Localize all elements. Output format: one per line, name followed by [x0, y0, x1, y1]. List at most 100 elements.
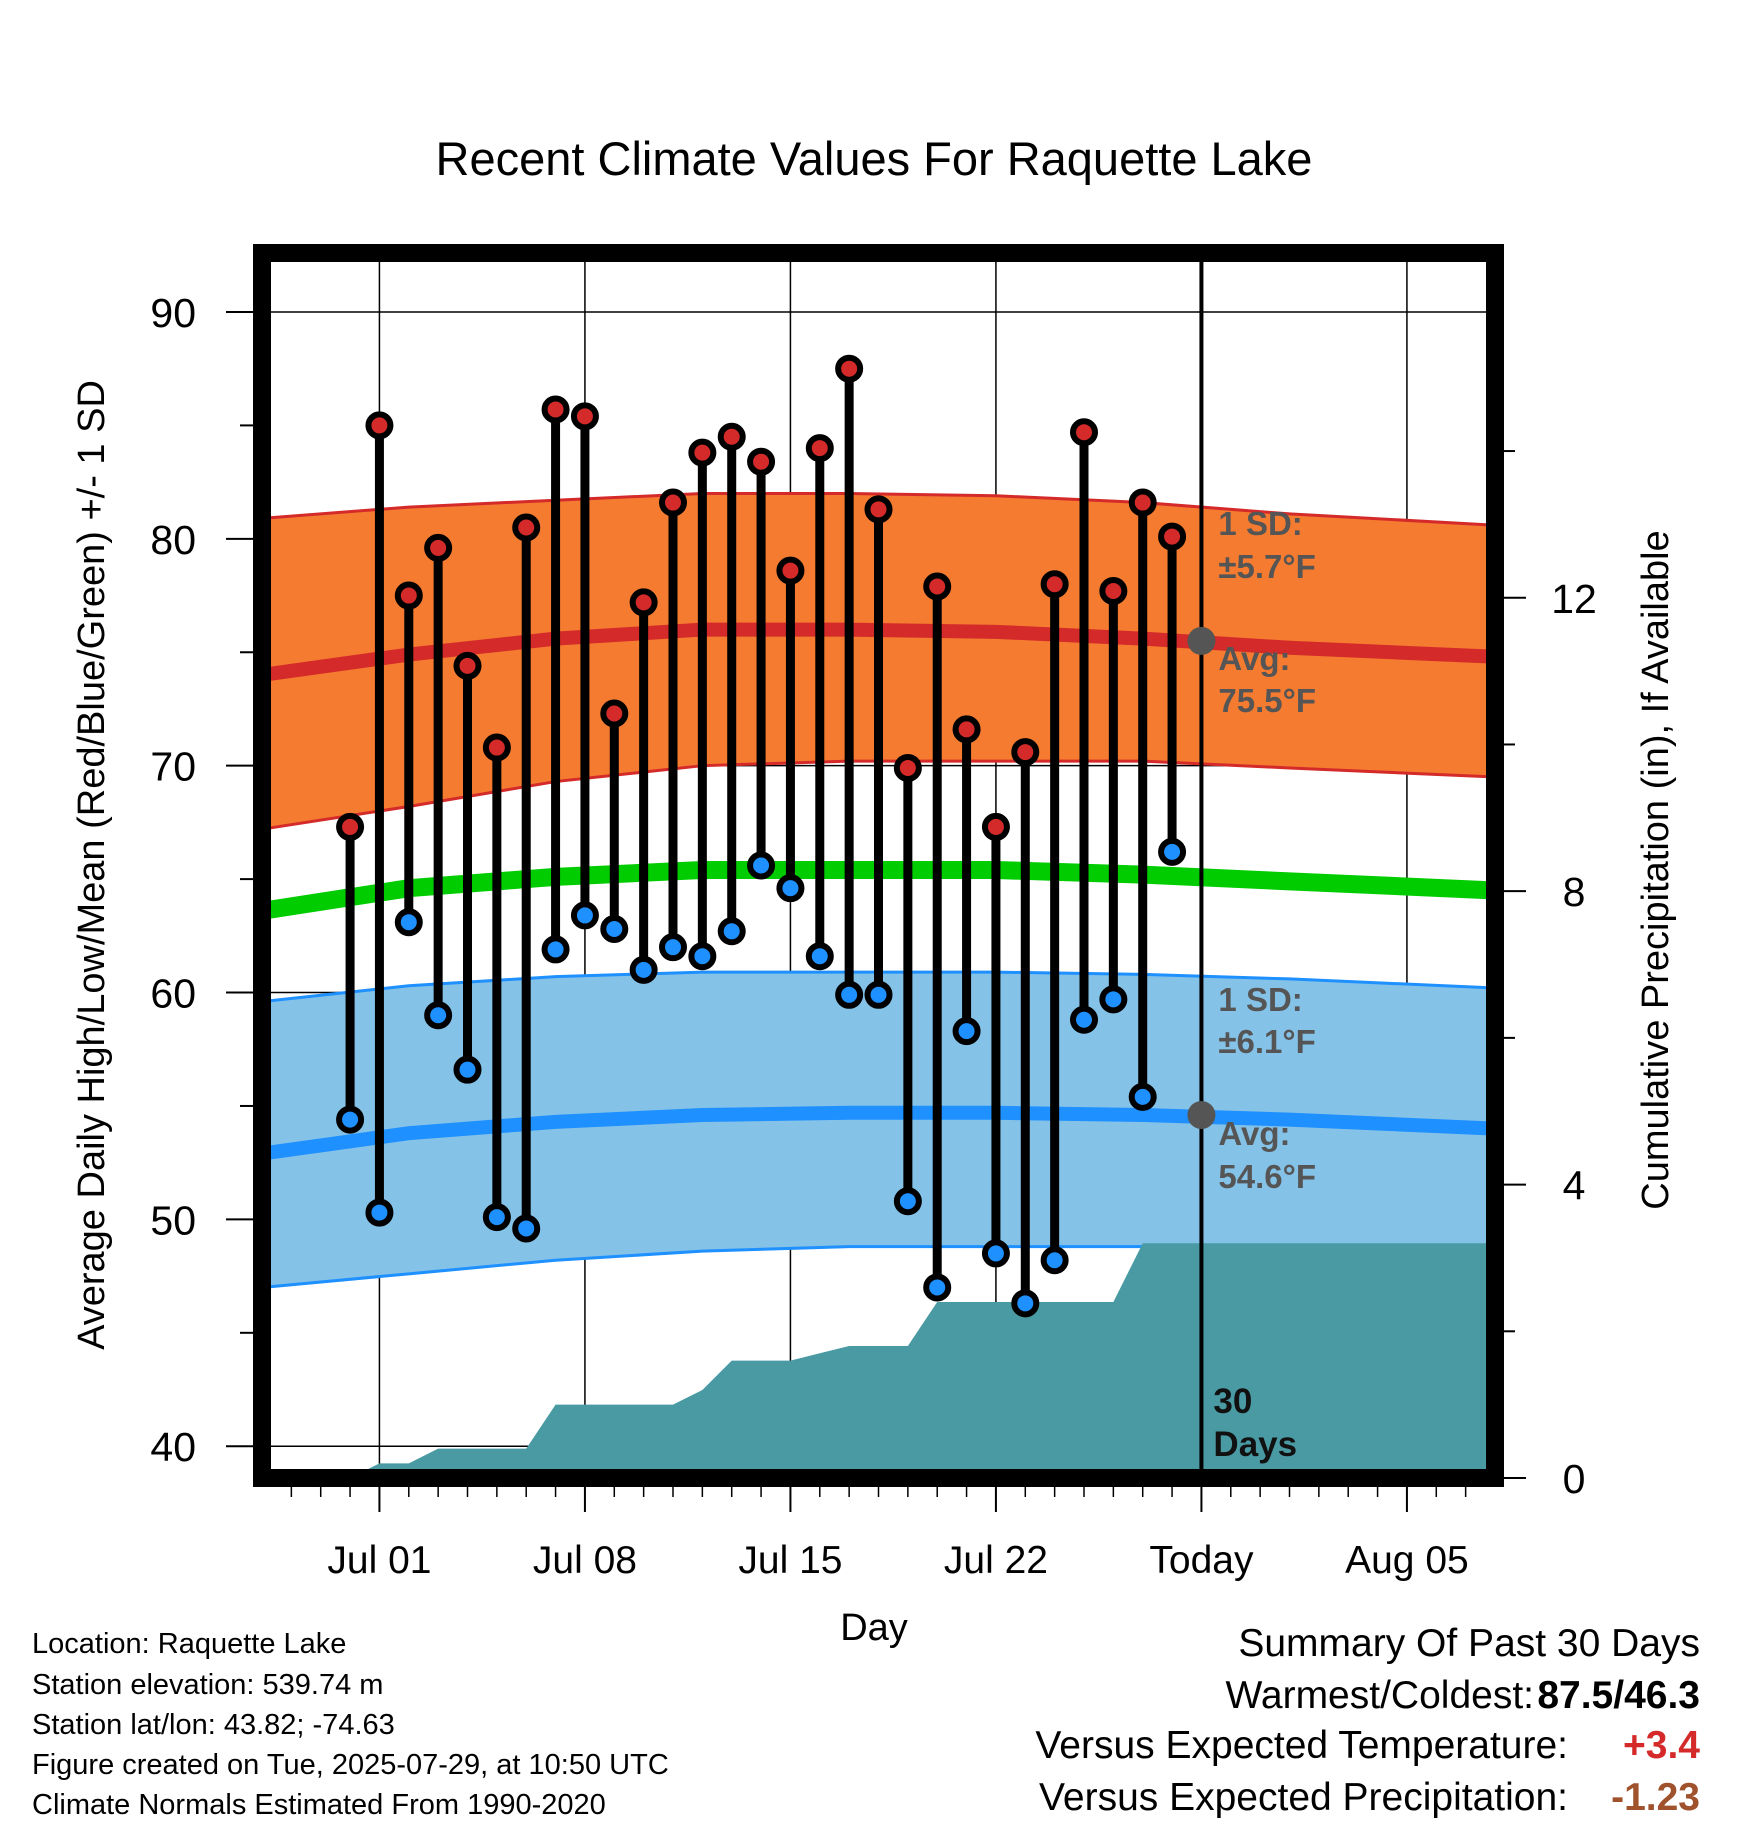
info-created: Figure created on Tue, 2025-07-29, at 10…: [32, 1749, 669, 1781]
summary-temp-label: Versus Expected Temperature:: [1035, 1724, 1568, 1767]
y-axis-label: Average Daily High/Low/Mean (Red/Blue/Gr…: [71, 380, 113, 1350]
daily-low-point: [1040, 1246, 1069, 1275]
y-tick-label: 40: [150, 1424, 196, 1470]
daily-high-point: [981, 812, 1010, 841]
high-avg-value: 75.5°F: [1218, 682, 1316, 719]
info-elevation: Station elevation: 539.74 m: [32, 1669, 384, 1701]
daily-high-point: [805, 434, 834, 463]
daily-low-point: [864, 980, 893, 1009]
info-latlon: Station lat/lon: 43.82; -74.63: [32, 1709, 395, 1741]
daily-high-point: [570, 402, 599, 431]
daily-low-point: [1011, 1289, 1040, 1318]
low-sd-label: 1 SD:: [1218, 981, 1302, 1018]
daily-low-point: [893, 1187, 922, 1216]
summary-precip-value: -1.23: [1611, 1776, 1700, 1819]
daily-low-point: [952, 1017, 981, 1046]
daily-high-point: [1128, 488, 1157, 517]
summary-warm-cold-value: 87.5/46.3: [1537, 1674, 1700, 1717]
daily-low-point: [805, 942, 834, 971]
daily-high-point: [1070, 418, 1098, 447]
daily-high-point: [776, 556, 805, 585]
daily-low-point: [600, 915, 629, 944]
daily-low-point: [717, 917, 746, 946]
plot-area: 1 SD: ±5.7°F Avg: 75.5°F 1 SD: ±6.1°F Avg: 54.6…: [260, 253, 1496, 1478]
low-average-marker: [1187, 1101, 1216, 1130]
summary-title: Summary Of Past 30 Days: [1238, 1622, 1700, 1665]
daily-high-point: [600, 699, 629, 728]
y-right-tick-label: 12: [1551, 576, 1597, 622]
daily-low-point: [424, 1001, 453, 1030]
x-tick-label: Jul 08: [533, 1539, 637, 1582]
x-tick-label: Aug 05: [1345, 1539, 1469, 1582]
x-tick-label: Jul 01: [327, 1539, 431, 1582]
x-tick-label: Jul 15: [738, 1539, 842, 1582]
summary-precip-label: Versus Expected Precipitation:: [1039, 1776, 1568, 1819]
info-location: Location: Raquette Lake: [32, 1628, 347, 1660]
annotations: 1 SD: ±5.7°F Avg: 75.5°F 1 SD: ±6.1°F Avg: 54.6…: [1187, 505, 1316, 1464]
daily-low-point: [482, 1203, 511, 1232]
daily-high-point: [688, 438, 717, 467]
daily-high-point: [952, 715, 981, 744]
summary-warm-cold-label: Warmest/Coldest:: [1225, 1674, 1534, 1717]
daily-low-point: [688, 942, 717, 971]
daily-low-point: [923, 1273, 952, 1302]
daily-high-point: [747, 447, 776, 476]
axes: 40 50 60 70 80 90 0 4 8 12 Jul 01 Jul 08 Jul 15 Jul 2…: [150, 290, 1596, 1582]
y-axis-label-right: Cumulative Precipitation (in), If Availa…: [1635, 530, 1677, 1209]
observations: [336, 354, 1187, 1318]
daily-low-point: [747, 851, 776, 880]
y-tick-label: 90: [150, 290, 196, 336]
daily-low-point: [512, 1214, 541, 1243]
daily-low-point: [365, 1198, 394, 1227]
high-avg-label: Avg:: [1218, 640, 1290, 677]
daily-high-point: [659, 488, 687, 517]
daily-low-point: [394, 908, 423, 937]
y-tick-label: 60: [150, 971, 196, 1017]
daily-high-point: [453, 651, 482, 680]
precipitation-fill: [262, 1243, 1495, 1478]
y-tick-label: 50: [150, 1197, 196, 1243]
low-average-line: [261, 1105, 1496, 1161]
daily-high-point: [835, 354, 864, 383]
low-avg-label: Avg:: [1218, 1115, 1290, 1152]
y-right-tick-label: 0: [1563, 1456, 1586, 1502]
daily-high-point: [394, 581, 423, 610]
plot-frame: [253, 244, 1504, 1487]
daily-low-point: [1099, 985, 1128, 1014]
daily-high-point: [1099, 577, 1128, 606]
daily-high-point: [1158, 522, 1187, 551]
x-axis-label: Day: [840, 1607, 908, 1649]
daily-high-point: [365, 411, 394, 440]
daily-low-point: [981, 1239, 1010, 1268]
daily-high-point: [512, 513, 541, 542]
daily-high-point: [893, 753, 922, 782]
daily-low-point: [1070, 1005, 1098, 1034]
daily-high-point: [717, 422, 746, 451]
daily-high-point: [923, 572, 952, 601]
y-tick-label: 70: [150, 744, 196, 790]
daily-high-point: [541, 395, 570, 424]
daily-high-point: [864, 495, 893, 524]
precipitation-area: [262, 1243, 1495, 1478]
low-avg-value: 54.6°F: [1218, 1158, 1316, 1195]
daily-high-point: [1011, 738, 1040, 767]
daily-high-point: [1040, 570, 1069, 599]
x-tick-label: Jul 22: [944, 1539, 1048, 1582]
chart-title: Recent Climate Values For Raquette Lake: [436, 132, 1313, 185]
period-number-label: 30: [1213, 1382, 1252, 1421]
high-sd-value: ±5.7°F: [1218, 548, 1315, 585]
y-right-tick-label: 8: [1563, 869, 1586, 915]
y-right-tick-label: 4: [1563, 1163, 1586, 1209]
low-sd-band: [262, 972, 1495, 1288]
low-sd-value: ±6.1°F: [1218, 1023, 1315, 1060]
y-tick-label: 80: [150, 517, 196, 563]
daily-high-point: [336, 812, 365, 841]
daily-low-point: [570, 901, 599, 930]
period-word-label: Days: [1213, 1425, 1297, 1464]
daily-low-point: [336, 1105, 365, 1134]
daily-low-point: [629, 955, 658, 984]
x-tick-label: Today: [1149, 1539, 1254, 1582]
daily-high-point: [424, 533, 453, 562]
daily-low-point: [453, 1055, 482, 1084]
